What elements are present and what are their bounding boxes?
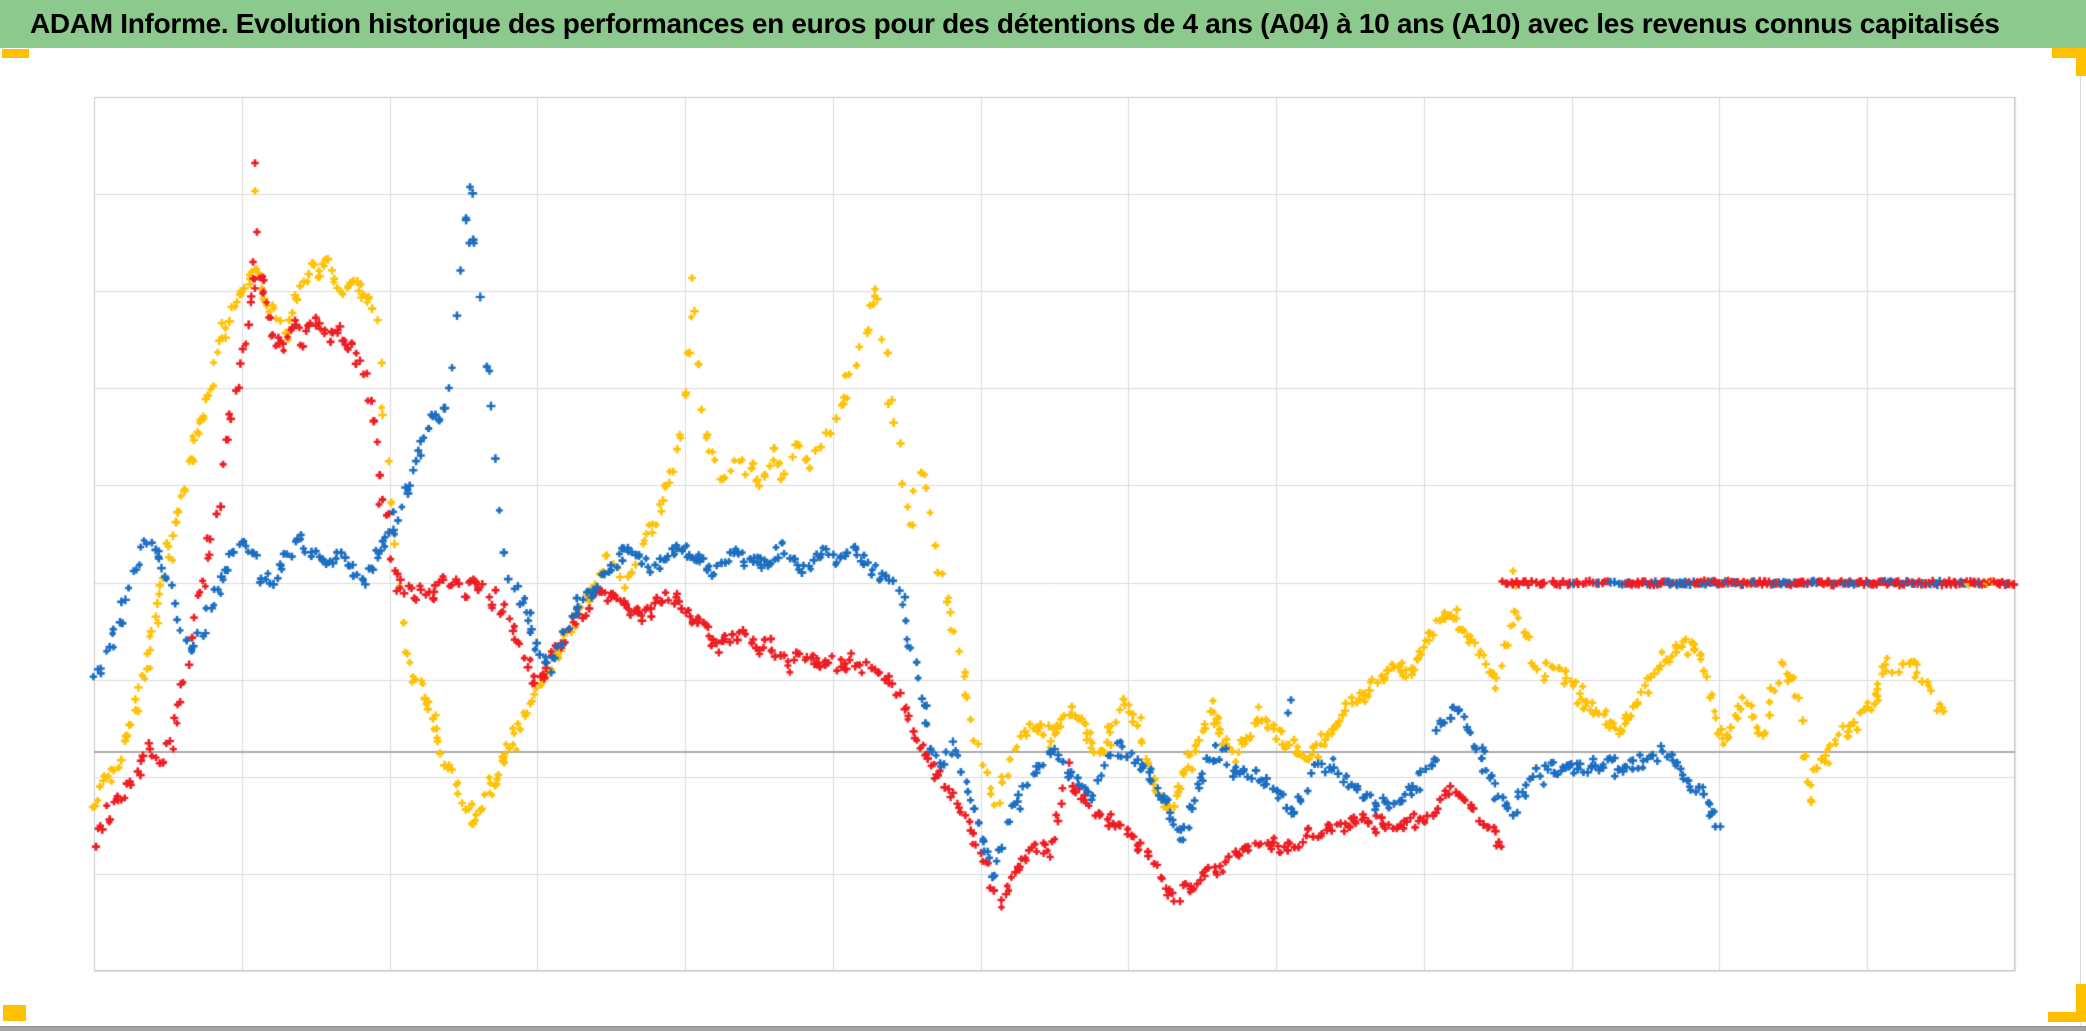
window-bottom-edge [0, 1026, 2086, 1031]
slide-right-border [2080, 48, 2081, 1026]
selection-corner-top-left [2, 49, 29, 58]
selection-corner-bottom-right [2048, 984, 2086, 1022]
title-bar: ADAM Informe. Evolution historique des p… [0, 0, 2086, 48]
selection-corner-bottom-left [3, 1005, 26, 1021]
chart-title: ADAM Informe. Evolution historique des p… [30, 8, 2000, 39]
selection-corner-top-right [2052, 48, 2086, 76]
